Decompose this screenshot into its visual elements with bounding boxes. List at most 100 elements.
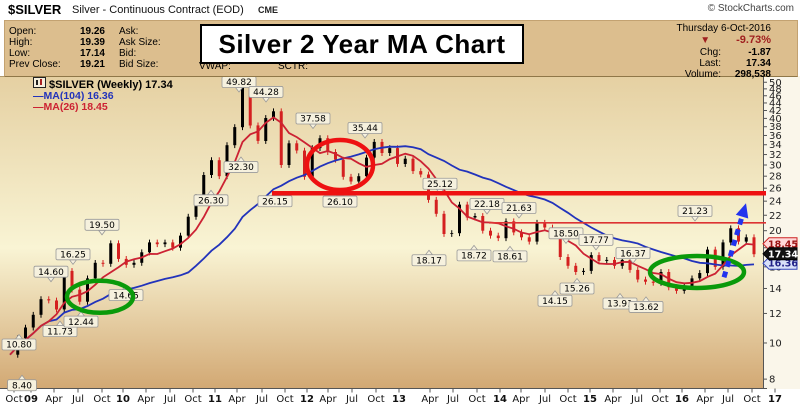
svg-text:09: 09 <box>24 394 38 405</box>
svg-text:13.91: 13.91 <box>607 300 633 310</box>
svg-text:Oct: Oct <box>559 394 576 405</box>
svg-text:20: 20 <box>769 226 782 237</box>
svg-text:Jul: Jul <box>446 394 459 405</box>
svg-text:16.25: 16.25 <box>60 251 86 261</box>
svg-text:Oct: Oct <box>651 394 668 405</box>
svg-text:18.50: 18.50 <box>553 230 579 240</box>
svg-text:19.50: 19.50 <box>89 221 115 231</box>
svg-text:16: 16 <box>675 394 689 405</box>
svg-text:21.23: 21.23 <box>682 207 708 217</box>
svg-text:14.15: 14.15 <box>542 297 568 307</box>
exchange-label: CME <box>258 5 278 15</box>
chart-title-overlay: Silver 2 Year MA Chart <box>200 24 524 64</box>
high-label: High: <box>9 37 33 48</box>
svg-text:Apr: Apr <box>421 394 439 405</box>
volume-row: Volume: 298,538 <box>684 69 771 80</box>
svg-text:17.34: 17.34 <box>768 249 798 260</box>
bid-label: Bid: <box>119 48 137 59</box>
prev-close-label: Prev Close: <box>9 59 61 70</box>
svg-text:50: 50 <box>769 78 782 89</box>
prev-close-value: 19.21 <box>79 59 105 70</box>
svg-text:Oct: Oct <box>743 394 760 405</box>
svg-text:26.15: 26.15 <box>262 197 288 207</box>
svg-text:12.44: 12.44 <box>68 318 94 328</box>
svg-text:Jul: Jul <box>163 394 176 405</box>
ask-label: Ask: <box>119 26 139 37</box>
chart-header: $SILVER Silver - Continuous Contract (EO… <box>0 0 800 19</box>
svg-text:38: 38 <box>769 122 782 133</box>
svg-text:21.63: 21.63 <box>506 204 532 214</box>
down-arrow-icon: ▼ <box>700 35 711 46</box>
copyright-label: © StockCharts.com <box>707 3 794 14</box>
svg-text:10: 10 <box>769 338 782 349</box>
svg-text:Apr: Apr <box>604 394 622 405</box>
svg-text:Apr: Apr <box>137 394 155 405</box>
svg-text:36: 36 <box>769 131 782 142</box>
svg-text:14: 14 <box>493 394 507 405</box>
svg-text:Jul: Jul <box>538 394 551 405</box>
legend-ma26: —MA(26) 18.45 <box>33 101 108 113</box>
vwap-label: VWAP: <box>199 61 231 72</box>
svg-text:35.44: 35.44 <box>352 124 378 134</box>
svg-text:37.58: 37.58 <box>300 115 326 125</box>
svg-text:Oct: Oct <box>5 394 22 405</box>
sctr-label: SCTR: <box>278 61 308 72</box>
svg-text:8.40: 8.40 <box>12 381 32 391</box>
svg-text:28: 28 <box>769 172 782 183</box>
svg-text:22.18: 22.18 <box>474 200 500 210</box>
svg-text:16.37: 16.37 <box>620 249 646 259</box>
svg-text:Oct: Oct <box>276 394 293 405</box>
svg-text:26: 26 <box>769 184 782 195</box>
svg-text:Oct: Oct <box>468 394 485 405</box>
svg-text:18.45: 18.45 <box>768 239 798 250</box>
svg-text:Apr: Apr <box>512 394 530 405</box>
svg-text:Jul: Jul <box>345 394 358 405</box>
svg-text:16.36: 16.36 <box>768 259 798 270</box>
svg-text:14.65: 14.65 <box>113 291 139 301</box>
last-row: Last: 17.34 <box>699 58 771 69</box>
svg-text:Apr: Apr <box>45 394 63 405</box>
low-value: 17.14 <box>79 48 105 59</box>
svg-text:Apr: Apr <box>319 394 337 405</box>
svg-text:8: 8 <box>769 375 775 386</box>
legend-ma104: —MA(104) 16.36 <box>33 90 114 102</box>
svg-text:14.60: 14.60 <box>38 268 64 278</box>
svg-text:18.17: 18.17 <box>416 256 442 266</box>
svg-text:17.77: 17.77 <box>583 236 609 246</box>
svg-text:10: 10 <box>116 394 130 405</box>
symbol-label: $SILVER <box>8 2 62 17</box>
quote-date: Thursday 6-Oct-2016 <box>676 23 772 34</box>
svg-text:11: 11 <box>208 394 222 405</box>
svg-text:48: 48 <box>769 84 782 95</box>
candlestick-icon <box>33 77 46 88</box>
svg-text:46: 46 <box>769 91 782 102</box>
chart-legend: $SILVER (Weekly) 17.34 —MA(104) 16.36 —M… <box>33 77 173 113</box>
svg-text:Apr: Apr <box>228 394 246 405</box>
bid-size-label: Bid Size: <box>119 59 159 70</box>
svg-text:25.12: 25.12 <box>427 180 453 190</box>
svg-text:Apr: Apr <box>696 394 714 405</box>
svg-text:32: 32 <box>769 150 782 161</box>
svg-text:Jul: Jul <box>71 394 84 405</box>
svg-text:30: 30 <box>769 161 782 172</box>
svg-text:44: 44 <box>769 98 782 109</box>
svg-text:22: 22 <box>769 211 782 222</box>
svg-text:13.62: 13.62 <box>633 303 659 313</box>
svg-text:13: 13 <box>392 394 406 405</box>
svg-text:34: 34 <box>769 140 782 151</box>
change-row: Chg: -1.87 <box>699 47 771 58</box>
svg-text:Oct: Oct <box>184 394 201 405</box>
svg-text:Jul: Jul <box>255 394 268 405</box>
svg-text:18.72: 18.72 <box>461 252 487 262</box>
svg-text:Jul: Jul <box>630 394 643 405</box>
legend-symbol-line: $SILVER (Weekly) 17.34 <box>33 77 173 91</box>
svg-text:24: 24 <box>769 197 782 208</box>
svg-text:15.26: 15.26 <box>564 285 590 295</box>
svg-text:11.73: 11.73 <box>47 327 73 337</box>
svg-text:49.82: 49.82 <box>226 78 252 88</box>
svg-text:Jul: Jul <box>721 394 734 405</box>
svg-text:Oct: Oct <box>367 394 384 405</box>
open-label: Open: <box>9 26 37 37</box>
svg-text:44.28: 44.28 <box>253 88 279 98</box>
